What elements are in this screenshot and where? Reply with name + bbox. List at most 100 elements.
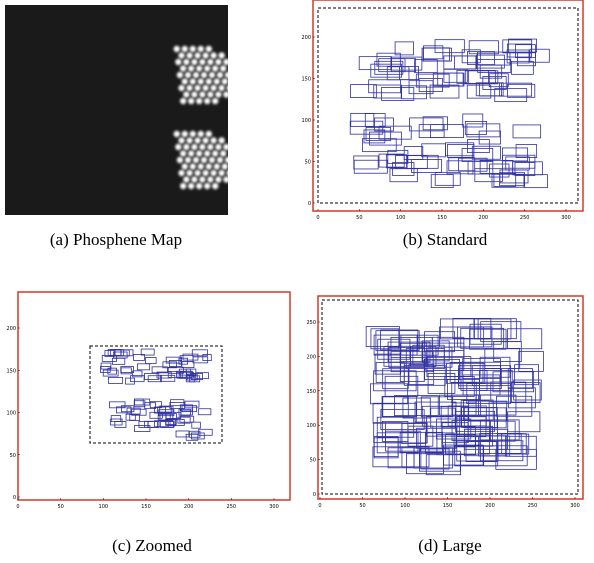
receptive-field	[351, 113, 374, 126]
receptive-field	[412, 160, 442, 173]
receptive-field	[115, 421, 126, 427]
phosphene	[191, 59, 197, 65]
receptive-field	[198, 409, 211, 415]
receptive-field	[114, 352, 128, 358]
phosphene	[191, 144, 197, 150]
receptive-field	[139, 421, 148, 427]
phosphene	[196, 98, 202, 104]
x-tick-label: 250	[520, 215, 530, 221]
phosphene	[174, 131, 180, 137]
phosphene	[210, 170, 216, 176]
phosphene	[218, 85, 224, 91]
caption: (c) Zoomed	[112, 536, 192, 555]
y-tick-label: 0	[308, 201, 311, 207]
phosphene	[194, 170, 200, 176]
phosphene	[190, 131, 196, 137]
phosphene	[174, 46, 180, 52]
phosphene	[212, 65, 218, 71]
receptive-field	[447, 161, 473, 174]
phosphene	[202, 137, 208, 143]
phosphene	[193, 72, 199, 78]
phosphene	[207, 91, 213, 97]
x-tick-label: 0	[316, 215, 319, 221]
receptive-field	[379, 126, 411, 139]
phosphene	[207, 176, 213, 182]
x-tick-label: 250	[227, 504, 237, 510]
phosphene	[193, 157, 199, 163]
receptive-field	[180, 356, 193, 362]
receptive-field	[508, 84, 535, 97]
x-tick-label: 150	[437, 215, 447, 221]
y-tick-label: 0	[313, 492, 316, 498]
phosphene	[183, 176, 189, 182]
phosphene	[209, 157, 215, 163]
phosphene	[204, 150, 210, 156]
y-tick-label: 200	[301, 35, 311, 41]
y-tick-label: 250	[306, 320, 316, 326]
receptive-field	[108, 377, 122, 383]
y-tick-label: 200	[6, 326, 16, 332]
receptive-field	[370, 384, 407, 404]
x-tick-label: 150	[443, 503, 453, 509]
y-tick-label: 100	[6, 411, 16, 417]
phosphene	[198, 46, 204, 52]
receptive-field	[515, 45, 535, 58]
receptive-field	[387, 67, 409, 80]
phosphene	[226, 170, 232, 176]
x-tick-label: 0	[318, 503, 321, 509]
phosphene	[210, 52, 216, 58]
y-tick-label: 150	[301, 77, 311, 83]
receptive-field	[386, 155, 406, 168]
phosphene	[178, 137, 184, 143]
phosphene	[223, 144, 229, 150]
phosphene	[207, 144, 213, 150]
phosphene	[206, 46, 212, 52]
phosphene	[206, 163, 212, 169]
phosphene	[186, 85, 192, 91]
receptive-field	[440, 319, 474, 339]
phosphene	[223, 59, 229, 65]
receptive-field	[530, 49, 549, 62]
phosphene	[220, 65, 226, 71]
phosphene	[217, 72, 223, 78]
phosphene	[225, 72, 231, 78]
phosphene	[218, 137, 224, 143]
phosphene	[220, 150, 226, 156]
caption: (a) Phosphene Map	[50, 230, 182, 249]
phosphene	[226, 85, 232, 91]
phosphene	[222, 78, 228, 84]
receptive-field	[439, 395, 480, 415]
phosphene	[199, 59, 205, 65]
phosphene	[212, 150, 218, 156]
x-tick-label: 200	[184, 504, 194, 510]
receptive-field	[466, 442, 497, 462]
phosphene	[204, 65, 210, 71]
phosphene	[199, 144, 205, 150]
phosphene	[214, 163, 220, 169]
phosphene	[215, 59, 221, 65]
receptive-field	[415, 60, 438, 73]
phosphene	[217, 157, 223, 163]
phosphene	[212, 98, 218, 104]
phosphene	[178, 170, 184, 176]
receptive-field	[371, 329, 399, 349]
phosphene-image	[5, 5, 228, 215]
receptive-field	[351, 85, 377, 98]
phosphene	[225, 157, 231, 163]
y-tick-label: 0	[13, 495, 16, 501]
receptive-field	[494, 173, 516, 186]
phosphene	[209, 72, 215, 78]
receptive-field	[385, 376, 418, 396]
x-tick-label: 100	[396, 215, 406, 221]
x-tick-label: 100	[400, 503, 410, 509]
phosphene	[178, 85, 184, 91]
receptive-field	[382, 396, 417, 416]
phosphene	[190, 78, 196, 84]
phosphene	[206, 78, 212, 84]
phosphene	[182, 163, 188, 169]
phosphene	[223, 176, 229, 182]
receptive-field	[126, 378, 135, 384]
phosphene	[207, 59, 213, 65]
receptive-field	[192, 422, 201, 428]
phosphene	[201, 72, 207, 78]
